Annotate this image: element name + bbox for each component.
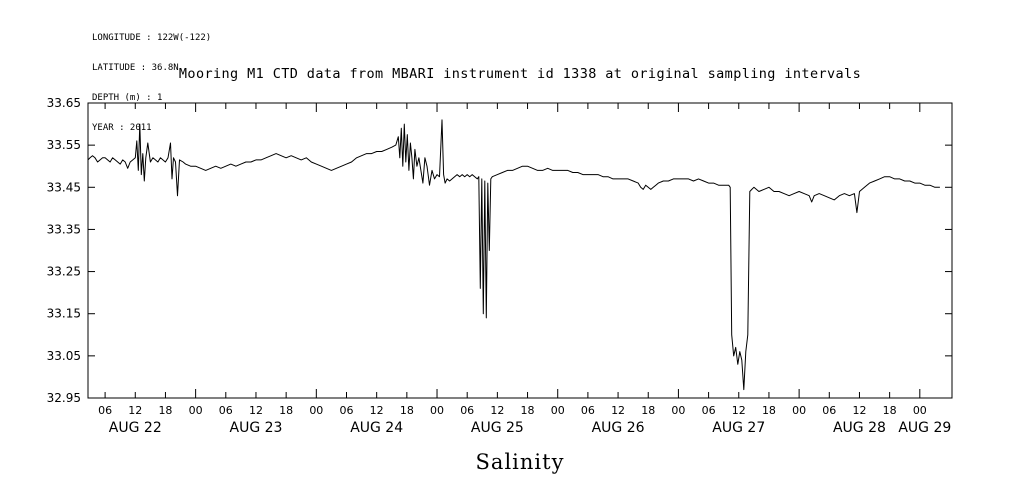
x-day-label: AUG 22 bbox=[109, 420, 162, 436]
x-day-label: AUG 23 bbox=[230, 420, 283, 436]
x-day-label: AUG 26 bbox=[592, 420, 645, 436]
x-tick-label: 18 bbox=[400, 404, 414, 417]
x-day-label: AUG 27 bbox=[712, 420, 765, 436]
y-tick-label: 33.15 bbox=[47, 307, 81, 321]
x-tick-label: 00 bbox=[430, 404, 444, 417]
x-tick-label: 06 bbox=[219, 404, 233, 417]
metadata-year: YEAR : 2011 bbox=[92, 123, 152, 133]
x-tick-label: 06 bbox=[581, 404, 595, 417]
x-day-label: AUG 24 bbox=[350, 420, 403, 436]
x-tick-label: 00 bbox=[309, 404, 323, 417]
x-day-label: AUG 29 bbox=[898, 420, 951, 436]
plot-frame bbox=[87, 102, 953, 399]
metadata-latitude: LATITUDE : 36.8N bbox=[92, 63, 179, 73]
x-tick-label: 06 bbox=[98, 404, 112, 417]
x-tick-label: 12 bbox=[370, 404, 384, 417]
x-tick-label: 18 bbox=[883, 404, 897, 417]
y-tick-label: 33.05 bbox=[47, 349, 81, 363]
x-tick-label: 18 bbox=[762, 404, 776, 417]
x-tick-label: 00 bbox=[671, 404, 685, 417]
station-metadata: LONGITUDE : 122W(-122) LATITUDE : 36.8N … bbox=[92, 13, 211, 153]
metadata-depth: DEPTH (m) : 1 bbox=[92, 93, 163, 103]
y-tick-label: 32.95 bbox=[47, 391, 81, 405]
x-tick-label: 18 bbox=[279, 404, 293, 417]
salinity-series-line bbox=[87, 119, 940, 391]
x-day-label: AUG 28 bbox=[833, 420, 886, 436]
x-tick-label: 12 bbox=[852, 404, 866, 417]
plot-title: Mooring M1 CTD data from MBARI instrumen… bbox=[178, 66, 862, 82]
y-tick-label: 33.35 bbox=[47, 222, 81, 236]
x-tick-label: 00 bbox=[551, 404, 565, 417]
x-tick-label: 12 bbox=[490, 404, 504, 417]
x-tick-label: 12 bbox=[128, 404, 142, 417]
x-tick-label: 06 bbox=[339, 404, 353, 417]
x-tick-label: 06 bbox=[460, 404, 474, 417]
x-tick-label: 18 bbox=[158, 404, 172, 417]
x-tick-label: 00 bbox=[189, 404, 203, 417]
metadata-longitude: LONGITUDE : 122W(-122) bbox=[92, 33, 212, 43]
x-tick-label: 18 bbox=[521, 404, 535, 417]
axis-variable-label: Salinity bbox=[475, 450, 565, 474]
x-tick-label: 18 bbox=[641, 404, 655, 417]
y-tick-label: 33.45 bbox=[47, 180, 81, 194]
x-tick-label: 06 bbox=[822, 404, 836, 417]
x-tick-label: 00 bbox=[913, 404, 927, 417]
y-tick-label: 33.25 bbox=[47, 265, 81, 279]
x-tick-label: 12 bbox=[249, 404, 263, 417]
x-tick-label: 12 bbox=[732, 404, 746, 417]
x-tick-label: 00 bbox=[792, 404, 806, 417]
x-tick-label: 12 bbox=[611, 404, 625, 417]
x-day-label: AUG 25 bbox=[471, 420, 524, 436]
y-tick-label: 33.65 bbox=[47, 96, 81, 110]
x-tick-label: 06 bbox=[702, 404, 716, 417]
y-tick-label: 33.55 bbox=[47, 138, 81, 152]
